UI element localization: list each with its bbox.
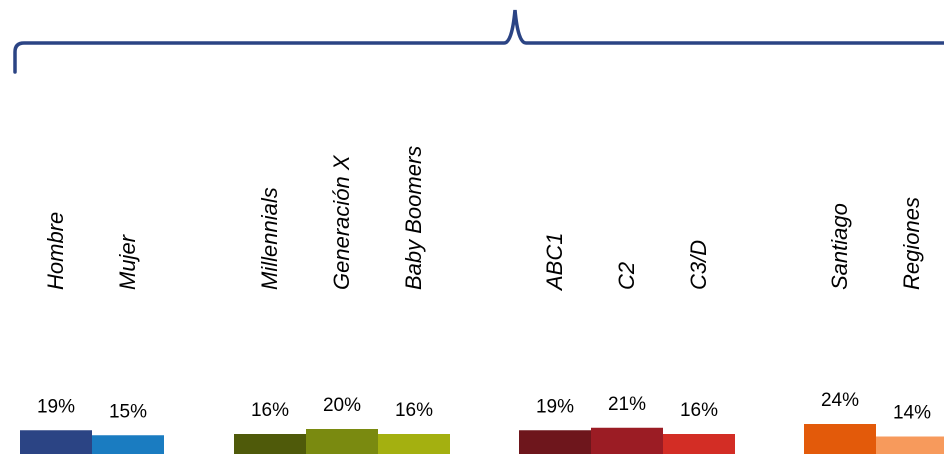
value-label-3: 20% xyxy=(323,395,361,416)
category-label-0: Hombre xyxy=(43,212,68,290)
bar-3 xyxy=(306,429,378,454)
value-label-4: 16% xyxy=(395,400,433,421)
value-label-2: 16% xyxy=(251,400,289,421)
bar-8 xyxy=(804,424,876,454)
category-label-2: Millennials xyxy=(257,187,282,290)
value-label-8: 24% xyxy=(821,390,859,411)
bar-5 xyxy=(519,430,591,454)
value-label-5: 19% xyxy=(536,396,574,417)
category-label-9: Regiones xyxy=(899,197,924,290)
bar-1 xyxy=(92,435,164,454)
value-label-7: 16% xyxy=(680,400,718,421)
value-label-0: 19% xyxy=(37,396,75,417)
category-label-6: C2 xyxy=(614,262,639,290)
value-label-6: 21% xyxy=(608,394,646,415)
category-label-1: Mujer xyxy=(115,233,140,290)
bar-2 xyxy=(234,434,306,454)
bar-4 xyxy=(378,434,450,454)
bar-7 xyxy=(663,434,735,454)
category-label-7: C3/D xyxy=(686,240,711,290)
group-brace xyxy=(13,9,944,74)
category-label-5: ABC1 xyxy=(542,233,567,292)
bar-9 xyxy=(876,436,944,454)
value-label-1: 15% xyxy=(109,401,147,422)
bar-0 xyxy=(20,430,92,454)
category-label-4: Baby Boomers xyxy=(401,146,426,290)
category-label-8: Santiago xyxy=(827,203,852,290)
category-label-3: Generación X xyxy=(329,154,354,290)
bar-6 xyxy=(591,427,663,454)
value-label-9: 14% xyxy=(893,403,931,424)
